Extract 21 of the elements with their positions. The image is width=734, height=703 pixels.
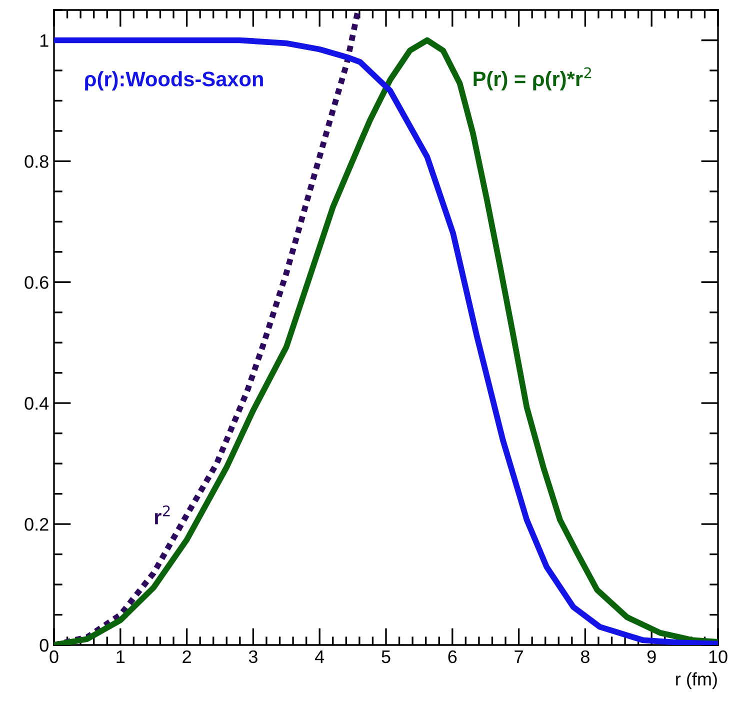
y-tick-label: 0.4 [24, 397, 49, 410]
x-tick-label: 2 [182, 650, 191, 663]
y-tick-label: 0.6 [24, 276, 48, 289]
series-label: r$^{2}$ [154, 505, 170, 524]
x-tick-label: 7 [514, 650, 523, 663]
x-axis-title: r (fm) [676, 672, 717, 690]
x-tick-label: 3 [248, 650, 258, 664]
y-tick-label: 1 [40, 34, 48, 47]
x-tick-label: 1 [116, 650, 125, 663]
y-tick-label: 0 [40, 638, 48, 652]
y-tick-label: 0.8 [24, 155, 48, 168]
x-tick-label: 9 [647, 650, 656, 664]
x-tick-label: 8 [580, 650, 590, 664]
x-tick-label: 10 [709, 650, 728, 664]
x-tick-label: 5 [382, 650, 390, 664]
y-tick-label: 0.2 [24, 518, 48, 531]
series-label: ρ(r):Woods-Saxon [85, 71, 263, 91]
series-label: P(r) = ρ(r)*r$^{2}$ [474, 67, 592, 90]
x-tick-label: 0 [50, 650, 58, 664]
x-tick-label: 4 [314, 650, 324, 663]
x-tick-label: 6 [448, 650, 457, 664]
